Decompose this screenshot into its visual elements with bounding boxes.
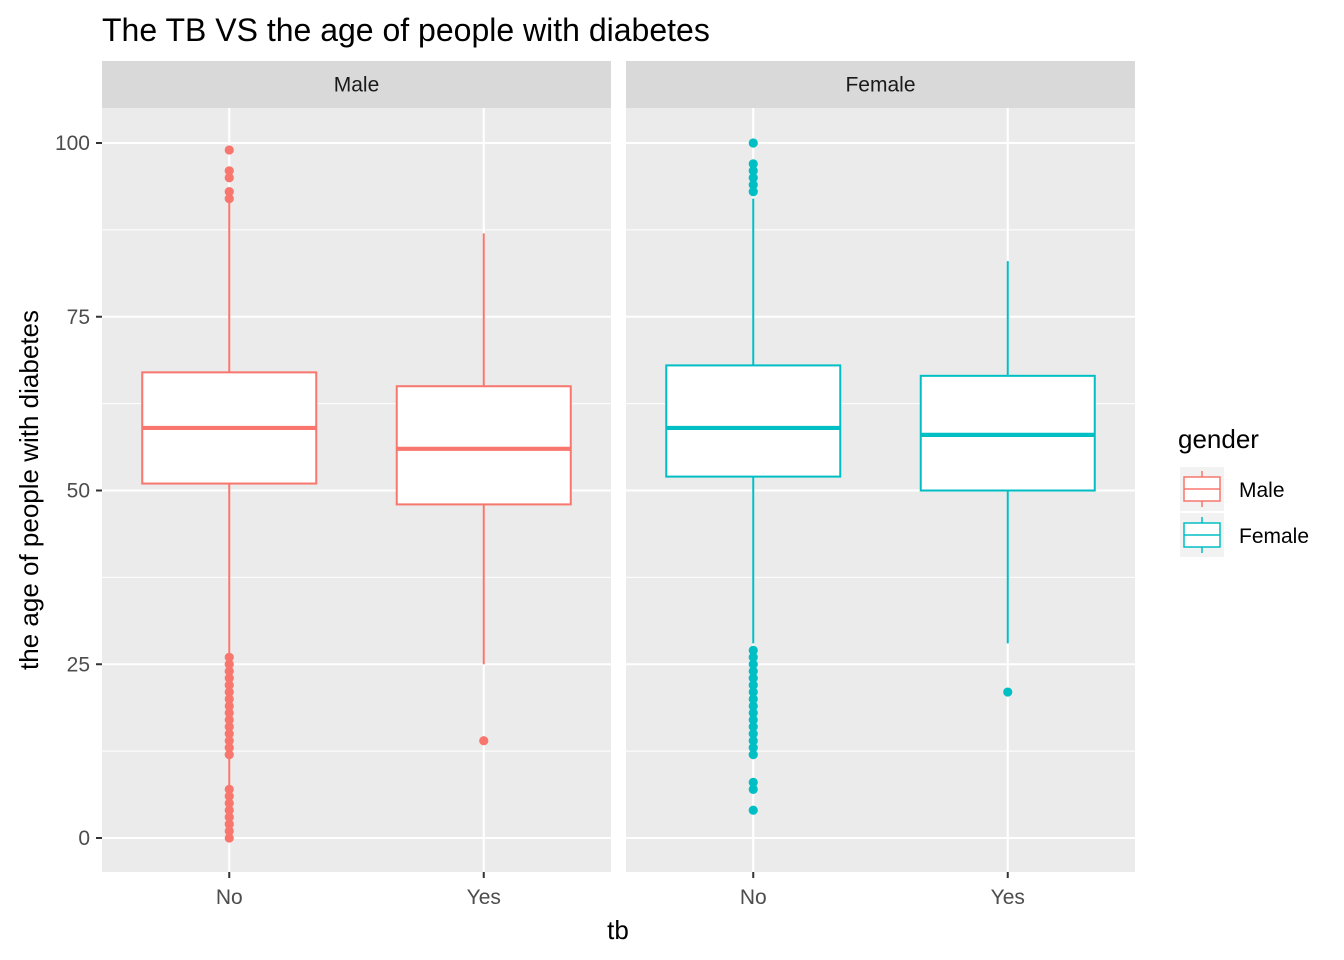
outlier-point (479, 736, 489, 746)
outlier-point (224, 666, 234, 676)
chart-title: The TB VS the age of people with diabete… (102, 12, 710, 48)
box-female-no (665, 138, 842, 815)
facet-panel-male: Male No Yes (102, 61, 611, 909)
outlier-point (748, 777, 758, 788)
y-tick-label: 25 (67, 653, 90, 676)
outlier-point (224, 798, 234, 808)
outlier-point (748, 138, 758, 148)
outlier-point (224, 812, 234, 822)
facet-panels: Male No Yes Female No Yes 0 25 50 75 100 (55, 61, 1135, 909)
outlier-point (224, 819, 234, 829)
outlier-point (224, 805, 234, 815)
outlier-point (748, 694, 758, 704)
outlier-point (224, 166, 234, 176)
outlier-point (224, 652, 234, 662)
outlier-point (748, 729, 758, 739)
box-iqr (395, 385, 572, 506)
outlier-point (748, 159, 758, 169)
outlier-point (224, 715, 234, 725)
outlier-point (748, 652, 758, 662)
x-tick-label: Yes (991, 886, 1025, 909)
x-tick-label: No (740, 886, 767, 909)
outlier-point (748, 715, 758, 725)
outlier-point (224, 194, 234, 204)
legend-item-male: Male (1180, 467, 1285, 511)
facet-strip (102, 61, 611, 108)
outlier-point (224, 145, 234, 155)
legend-item-female: Female (1180, 513, 1309, 557)
legend-label: Female (1239, 525, 1309, 548)
outlier-point (224, 791, 234, 801)
box-male-yes (395, 233, 572, 746)
outlier-point (748, 708, 758, 718)
outlier-point (224, 673, 234, 683)
y-axis-title: the age of people with diabetes (14, 310, 44, 670)
x-tick-label: No (216, 886, 243, 909)
outlier-point (224, 750, 234, 760)
box-male-no (141, 145, 318, 843)
outlier-point (224, 736, 234, 746)
outlier-point (224, 833, 234, 843)
outlier-point (748, 687, 758, 697)
outlier-point (224, 722, 234, 732)
x-tick-label: Yes (467, 886, 501, 909)
facet-strip (626, 61, 1135, 108)
outlier-point (224, 187, 234, 197)
box-iqr (665, 364, 842, 478)
outlier-point (224, 743, 234, 753)
outlier-point (224, 729, 234, 739)
box-female-yes (919, 261, 1096, 697)
y-tick-label: 100 (55, 132, 90, 155)
outlier-point (224, 826, 234, 836)
outlier-point (224, 708, 234, 718)
legend-label: Male (1239, 479, 1285, 502)
outlier-point (748, 645, 758, 655)
outlier-point (748, 784, 758, 794)
outlier-point (748, 743, 758, 753)
outlier-point (224, 173, 234, 183)
x-axis-title: tb (607, 915, 629, 945)
outlier-point (224, 784, 234, 794)
outlier-point (748, 659, 758, 669)
outlier-point (748, 180, 758, 190)
outlier-point (224, 659, 234, 669)
outlier-point (224, 701, 234, 711)
y-tick-label: 75 (67, 306, 90, 329)
y-tick-label: 50 (67, 480, 90, 503)
facet-panel-female: Female No Yes (626, 61, 1135, 909)
outlier-point (748, 166, 758, 176)
outlier-point (748, 805, 758, 815)
outlier-point (224, 687, 234, 697)
outlier-point (748, 666, 758, 676)
outlier-point (748, 173, 758, 183)
legend-title: gender (1178, 424, 1259, 454)
outlier-point (1003, 687, 1013, 697)
y-tick-label: 0 (78, 827, 90, 850)
outlier-point (748, 680, 758, 690)
outlier-point (748, 187, 758, 197)
outlier-point (748, 736, 758, 746)
outlier-point (748, 673, 758, 683)
facet-strip-label: Male (334, 74, 380, 97)
outlier-point (748, 701, 758, 711)
outlier-point (224, 694, 234, 704)
outlier-point (224, 680, 234, 690)
legend: gender Male Female (1178, 424, 1309, 557)
outlier-point (748, 722, 758, 732)
outlier-point (748, 750, 758, 760)
facet-strip-label: Female (845, 74, 915, 97)
